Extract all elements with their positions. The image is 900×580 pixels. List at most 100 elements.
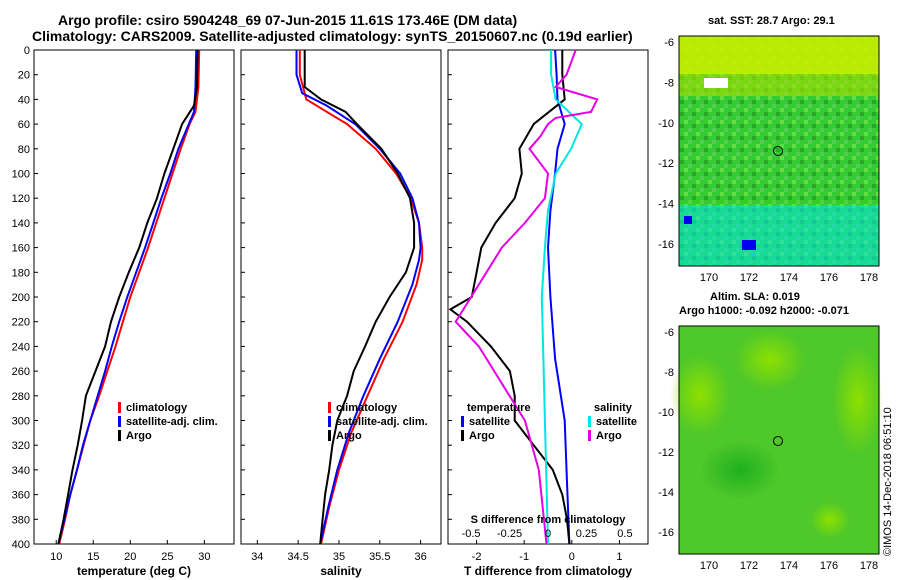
series-line-temperature-argo xyxy=(448,50,571,545)
legend-temp-satellite-label: satellite xyxy=(469,416,510,428)
y-tick-label: 320 xyxy=(12,440,30,452)
sst-map-frame xyxy=(678,35,880,267)
series-line-salinity-argo xyxy=(454,49,599,545)
legend-1-2-swatch xyxy=(328,430,331,441)
y-tick-label: 300 xyxy=(12,416,30,428)
map-lon-tick-label: 178 xyxy=(860,560,878,572)
y-tick-label: 340 xyxy=(12,465,30,477)
y-tick-label: 260 xyxy=(12,366,30,378)
sla-map-title: Altim. SLA: 0.019 xyxy=(710,291,800,303)
legend-1-0-swatch xyxy=(328,402,331,413)
x-tick-label: 25 xyxy=(161,551,173,563)
map-lon-tick-label: 170 xyxy=(700,272,718,284)
map-lon-tick-label: 170 xyxy=(700,560,718,572)
legend-0-1-swatch xyxy=(118,416,121,427)
sla-map-subtitle: Argo h1000: -0.092 h2000: -0.071 xyxy=(679,305,849,317)
map-lat-tick-label: -16 xyxy=(658,527,674,539)
figure-title-line1: Argo profile: csiro 5904248_69 07-Jun-20… xyxy=(58,12,518,28)
sst-cool-band xyxy=(679,205,879,266)
series-line-argo xyxy=(57,49,199,545)
series-line-salinity-satellite xyxy=(540,50,583,545)
y-tick-label: 20 xyxy=(18,70,30,82)
x-tick-label: 34.5 xyxy=(287,551,308,563)
x-tick-label: -1 xyxy=(519,551,529,563)
sst-warm-band xyxy=(679,36,879,74)
y-tick-label: 280 xyxy=(12,391,30,403)
legend-temp-satellite-swatch xyxy=(461,416,464,427)
map-lat-tick-label: -16 xyxy=(658,239,674,251)
map-lat-tick-label: -10 xyxy=(658,118,674,130)
argo-float-marker xyxy=(773,146,783,156)
y-tick-label: 60 xyxy=(18,119,30,131)
map-lon-tick-label: 178 xyxy=(860,272,878,284)
x-tick-label: -2 xyxy=(472,551,482,563)
legend-salinity-title: salinity xyxy=(594,402,633,414)
x-tick-label: 10 xyxy=(50,551,62,563)
salinity-diff-tick-label: -0.25 xyxy=(497,528,522,540)
legend-0-0-swatch xyxy=(118,402,121,413)
map-lat-tick-label: -14 xyxy=(658,487,674,499)
sst-map xyxy=(678,35,880,267)
x-tick-label: 35.5 xyxy=(369,551,390,563)
x-axis-label: T difference from climatology xyxy=(464,564,632,578)
sla-low-blob xyxy=(700,440,780,500)
x-axis-label: temperature (deg C) xyxy=(77,564,191,578)
series-line-temperature-satellite xyxy=(546,49,571,545)
legend-sal-satellite-label: satellite xyxy=(596,416,637,428)
legend-sal-argo-label: Argo xyxy=(596,430,622,442)
salinity-diff-tick-label: -0.5 xyxy=(462,528,481,540)
y-tick-label: 120 xyxy=(12,193,30,205)
y-tick-label: 180 xyxy=(12,267,30,279)
legend-temp-argo-label: Argo xyxy=(469,430,495,442)
salinity-diff-tick-label: 0 xyxy=(545,528,551,540)
legend-sal-satellite-swatch xyxy=(588,416,591,427)
map-lat-tick-label: -8 xyxy=(664,77,674,89)
legend-1-1-swatch xyxy=(328,416,331,427)
legend-0-1-label: satellite-adj. clim. xyxy=(126,416,218,428)
x-axis-label: salinity xyxy=(320,564,362,578)
legend-0-0-label: climatology xyxy=(126,402,188,414)
y-tick-label: 360 xyxy=(12,490,30,502)
salinity-diff-tick-label: 0.25 xyxy=(576,528,597,540)
x-tick-label: 20 xyxy=(124,551,136,563)
y-tick-label: 160 xyxy=(12,243,30,255)
map-lon-tick-label: 176 xyxy=(820,272,838,284)
y-tick-label: 380 xyxy=(12,514,30,526)
map-lat-tick-label: -6 xyxy=(664,327,674,339)
map-lat-tick-label: -14 xyxy=(658,199,674,211)
salinity-diff-tick-label: 0.5 xyxy=(617,528,632,540)
legend-1-2-label: Argo xyxy=(336,430,362,442)
legend-0-2-label: Argo xyxy=(126,430,152,442)
sla-high-blob-2 xyxy=(735,330,805,390)
map-lon-tick-label: 174 xyxy=(780,560,798,572)
y-tick-label: 40 xyxy=(18,94,30,106)
map-lon-tick-label: 176 xyxy=(820,560,838,572)
sst-map-title: sat. SST: 28.7 Argo: 29.1 xyxy=(708,15,835,27)
legend-1-1-label: satellite-adj. clim. xyxy=(336,416,428,428)
map-lon-tick-label: 172 xyxy=(740,272,758,284)
salinity-diff-axis-label: S difference from climatology xyxy=(471,514,627,526)
sla-low-blob-2 xyxy=(810,502,850,538)
legend-0-2-swatch xyxy=(118,430,121,441)
x-tick-label: 34 xyxy=(251,551,263,563)
legend-temperature-title: temperature xyxy=(467,402,531,414)
series-line-climatology xyxy=(58,49,201,545)
y-tick-label: 200 xyxy=(12,292,30,304)
map-lat-tick-label: -12 xyxy=(658,158,674,170)
sla-map-frame xyxy=(678,325,880,555)
series-line-satellite-adj-clim- xyxy=(57,49,198,545)
x-tick-label: 1 xyxy=(616,551,622,563)
x-tick-label: 36 xyxy=(414,551,426,563)
map-lat-tick-label: -10 xyxy=(658,407,674,419)
sst-cold-patch xyxy=(742,240,756,250)
series-line-argo xyxy=(303,50,416,545)
legend-1-0-label: climatology xyxy=(336,402,398,414)
y-tick-label: 0 xyxy=(24,45,30,57)
temperature-panel-frame xyxy=(33,49,235,545)
y-tick-label: 400 xyxy=(12,539,30,551)
argo-float-marker-sla xyxy=(773,436,783,446)
x-tick-label: 35 xyxy=(333,551,345,563)
legend-temp-argo-swatch xyxy=(461,430,464,441)
map-lat-tick-label: -8 xyxy=(664,367,674,379)
